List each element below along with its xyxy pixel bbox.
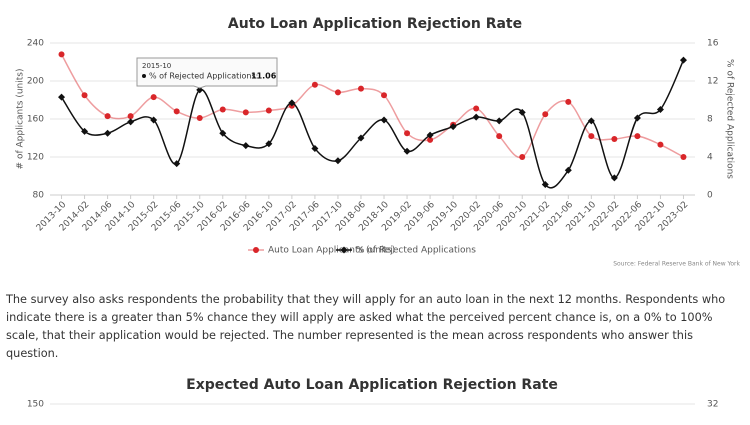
point [104,113,111,120]
y2-tick-label: 12 [707,77,718,87]
point [357,134,365,142]
y2-tick-label: 4 [707,153,713,163]
point [127,113,134,120]
y-tick-label: 200 [27,77,44,87]
legend-label: Auto Loan Applicants (units) [268,246,395,256]
legend-marker [340,246,348,254]
point [565,98,572,105]
point [519,154,526,160]
point [472,113,480,121]
y-tick-label: 120 [27,153,44,163]
series-line [60,54,684,159]
point [657,141,664,148]
y2-axis-title: % of Rejected Applications [725,59,735,179]
point [311,81,318,88]
point [496,133,503,140]
point [196,86,204,94]
tooltip-label: % of Rejected Applications: [149,72,258,81]
point [357,85,364,92]
tooltip-date: 2015-10 [142,62,171,70]
point [58,51,65,58]
point [196,115,203,122]
point [611,135,618,142]
series-line [60,59,685,189]
point [219,106,226,113]
point [610,174,618,182]
point [311,144,319,152]
point [173,160,181,168]
point [81,127,89,135]
y-tick-label: 160 [27,115,44,125]
legend-label: % of Rejected Applications [356,246,476,256]
tooltip-box [136,57,278,89]
point [564,166,572,174]
point [587,117,595,125]
point [427,136,434,143]
chart-title: Expected Auto Loan Application Rejection… [186,377,558,393]
point [219,129,227,137]
point [680,154,687,160]
tooltip-marker [142,74,146,78]
point [656,106,664,113]
y2-tick-label: 0 [707,191,713,201]
point [542,111,549,118]
point [265,107,272,114]
point [265,140,273,148]
point [449,123,457,131]
point [242,109,249,116]
point [518,108,526,116]
point [288,99,296,107]
point [588,133,595,140]
tooltip-value: 11.06 [251,72,277,81]
point [334,89,341,96]
point [381,92,388,99]
point [242,142,250,150]
point [634,133,641,140]
point [426,131,434,139]
source: Source: Federal Reserve Bank of New York [613,261,740,268]
point [81,92,88,99]
point [334,157,342,165]
y2-tick-label: 32 [707,400,718,410]
paragraph: The survey also asks respondents the pro… [6,293,726,360]
point [380,116,388,124]
point [495,117,503,125]
chart-title: Auto Loan Application Rejection Rate [228,16,522,32]
point [150,94,157,101]
point [473,105,480,112]
y2-tick-label: 16 [707,39,719,49]
y-tick-label: 150 [27,400,44,410]
point [403,147,411,155]
point [58,93,66,101]
y-axis-title: # of Applicants (units) [16,69,26,170]
y2-tick-label: 8 [707,115,713,125]
point [104,129,112,137]
point [173,108,180,115]
point [150,116,158,124]
point [404,130,411,137]
point [679,56,687,64]
y-tick-label: 240 [27,39,44,49]
point [127,118,135,126]
point [633,114,641,122]
y-tick-label: 80 [33,191,45,201]
legend-marker [253,247,259,253]
point [541,181,549,189]
